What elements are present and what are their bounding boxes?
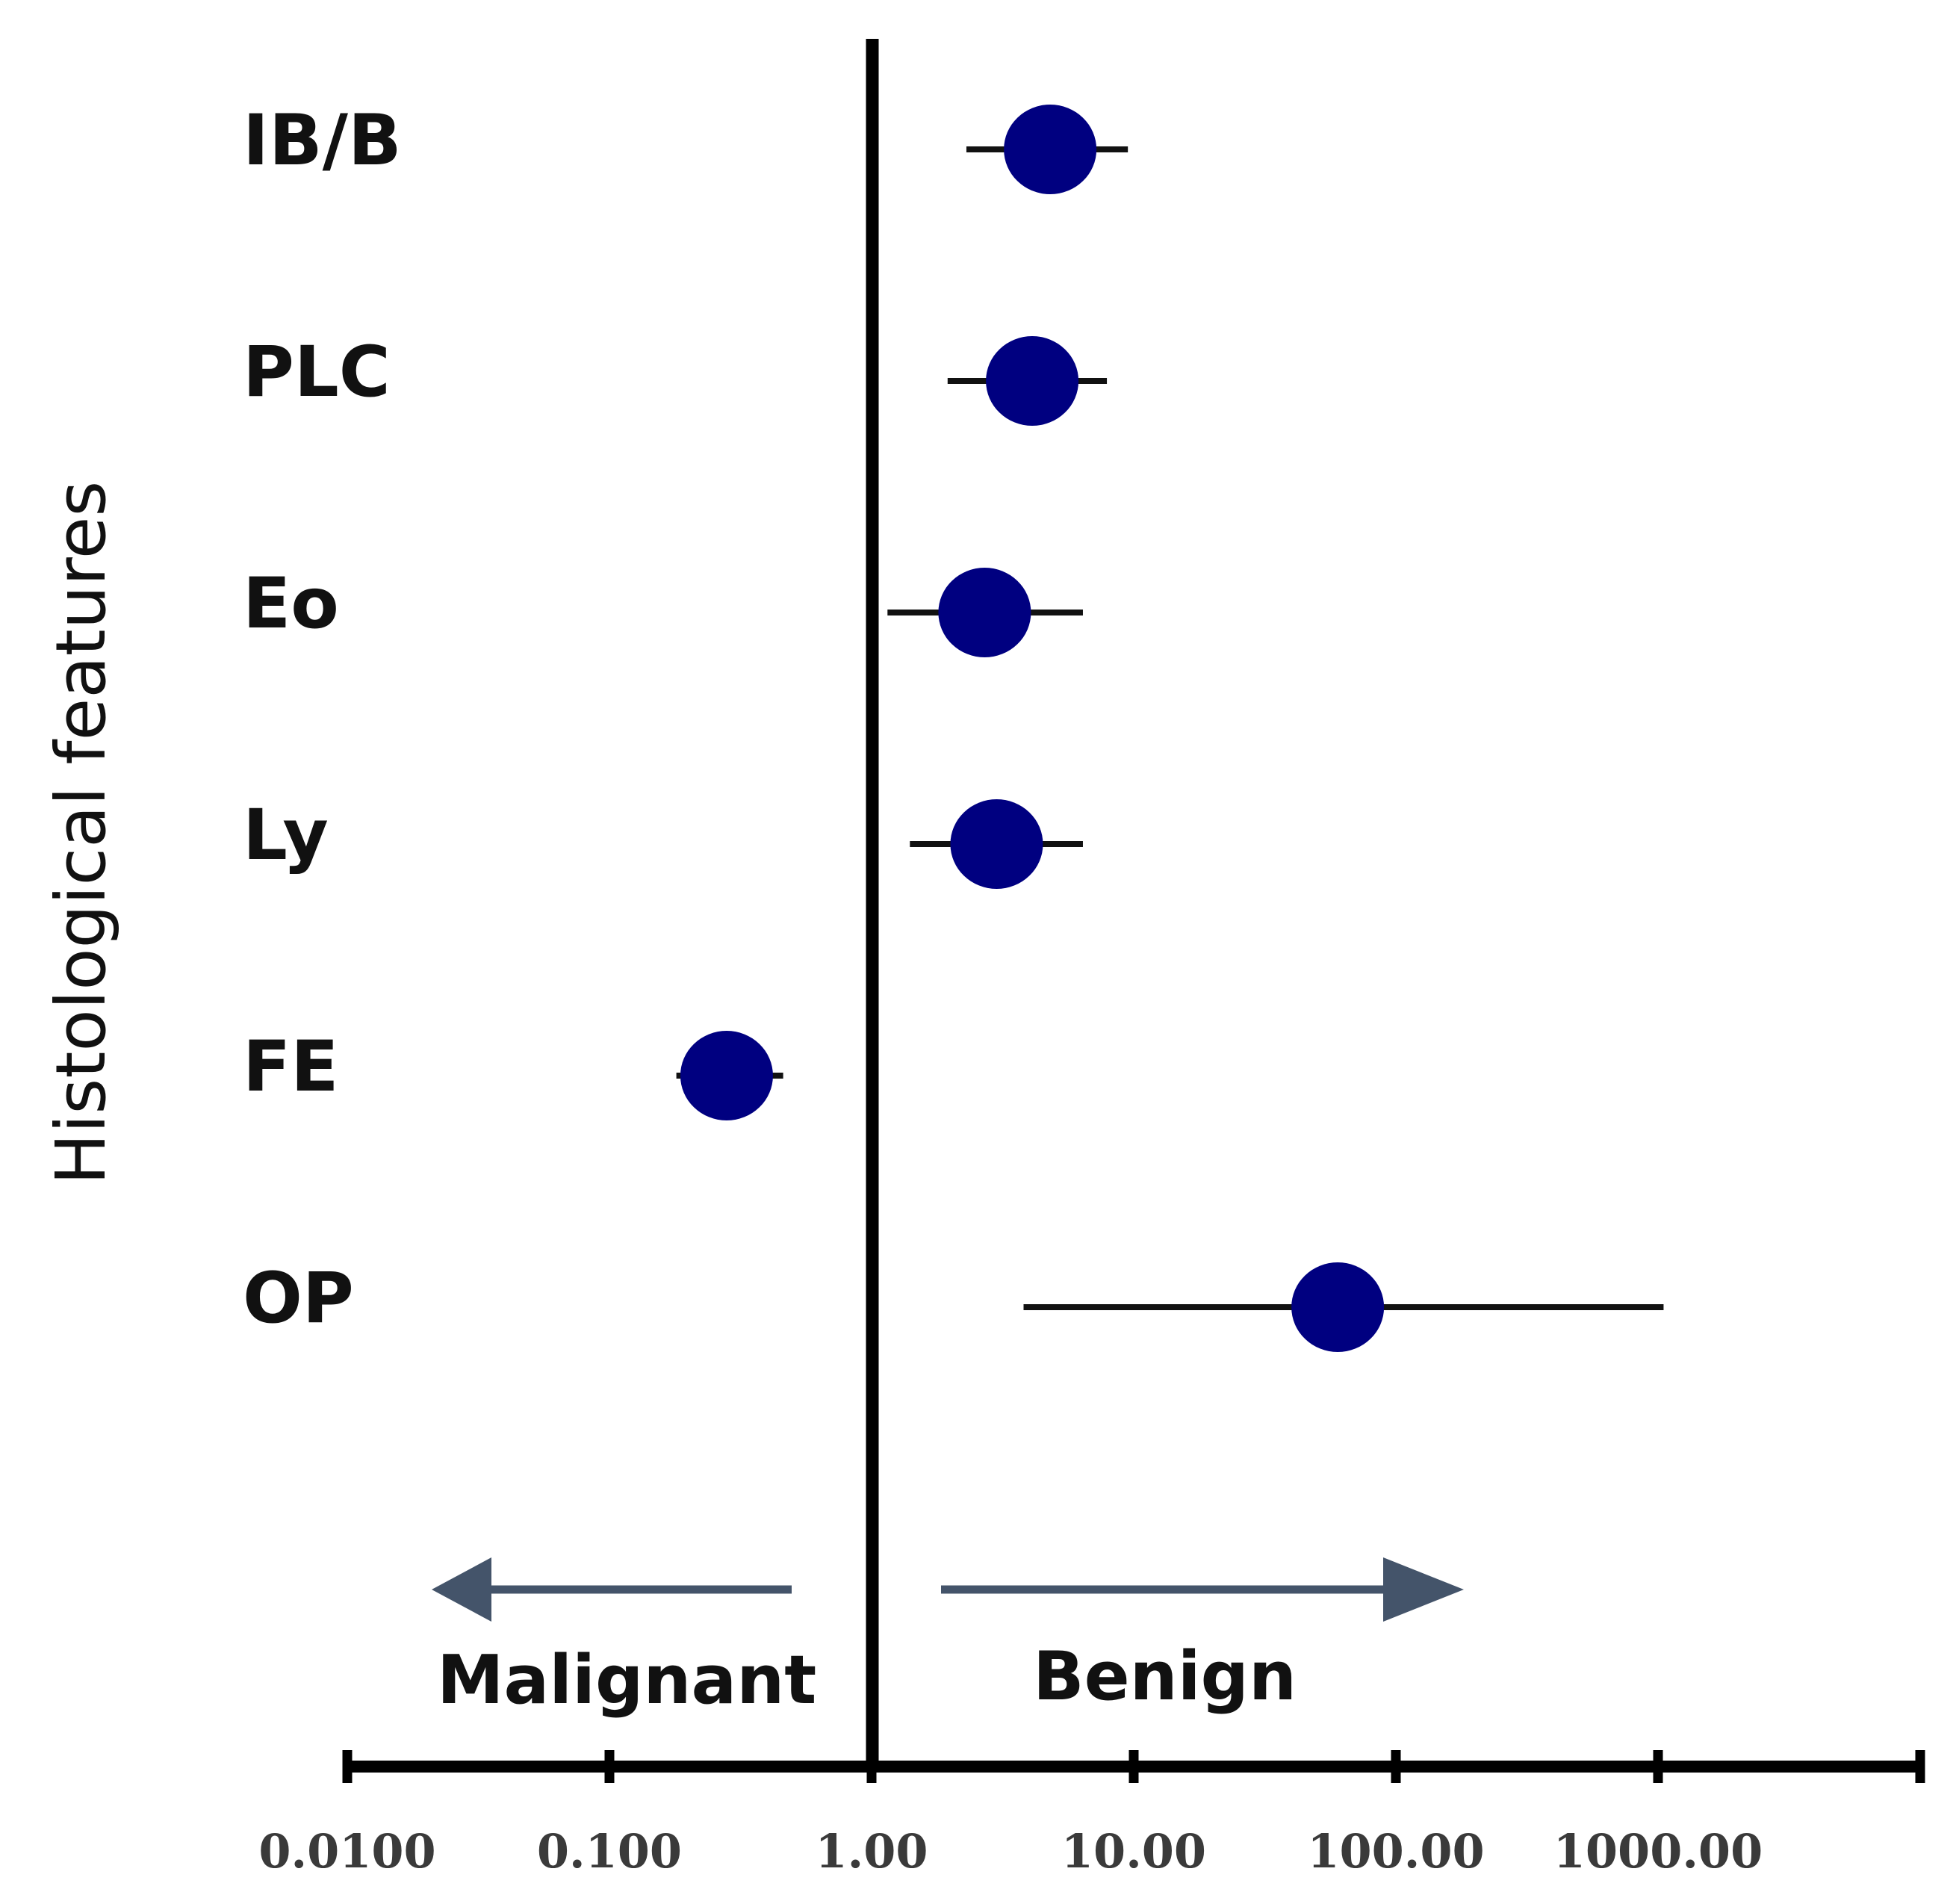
point-estimate-ib-b	[1004, 105, 1097, 194]
tick-label-1000.00: 1000.00	[1553, 1824, 1763, 1879]
point-estimate-plc	[986, 336, 1079, 426]
tick-label-10.00: 10.00	[1061, 1824, 1206, 1879]
forest-marks	[676, 105, 1664, 1352]
y-axis-label: Histological features	[41, 481, 121, 1185]
row-labels: IB/B PLC Eo Ly FE OP	[243, 100, 402, 1339]
tick-label-100.00: 100.00	[1307, 1824, 1484, 1879]
x-axis-ticks	[342, 1750, 1925, 1783]
row-label-fe: FE	[243, 1026, 338, 1108]
malignant-arrow	[432, 1557, 792, 1622]
x-axis-tick-labels: 0.0100 0.100 1.00 10.00 100.00 1000.00	[258, 1824, 1763, 1879]
row-label-op: OP	[243, 1258, 354, 1339]
point-estimate-fe	[680, 1031, 773, 1120]
benign-label: Benign	[1033, 1637, 1297, 1716]
row-label-plc: PLC	[243, 332, 391, 413]
row-label-ly: Ly	[243, 795, 329, 876]
tick-label-1.00: 1.00	[815, 1824, 928, 1879]
row-label-eo: Eo	[243, 563, 339, 645]
row-label-ib-b: IB/B	[243, 100, 402, 182]
tick-label-0.100: 0.100	[537, 1824, 682, 1879]
point-estimate-ly	[950, 799, 1043, 889]
benign-arrow	[941, 1557, 1464, 1622]
tick-label-0.0100: 0.0100	[258, 1824, 435, 1879]
point-estimate-eo	[938, 568, 1031, 657]
point-estimate-op	[1291, 1262, 1385, 1352]
malignant-label: Malignant	[437, 1641, 816, 1720]
